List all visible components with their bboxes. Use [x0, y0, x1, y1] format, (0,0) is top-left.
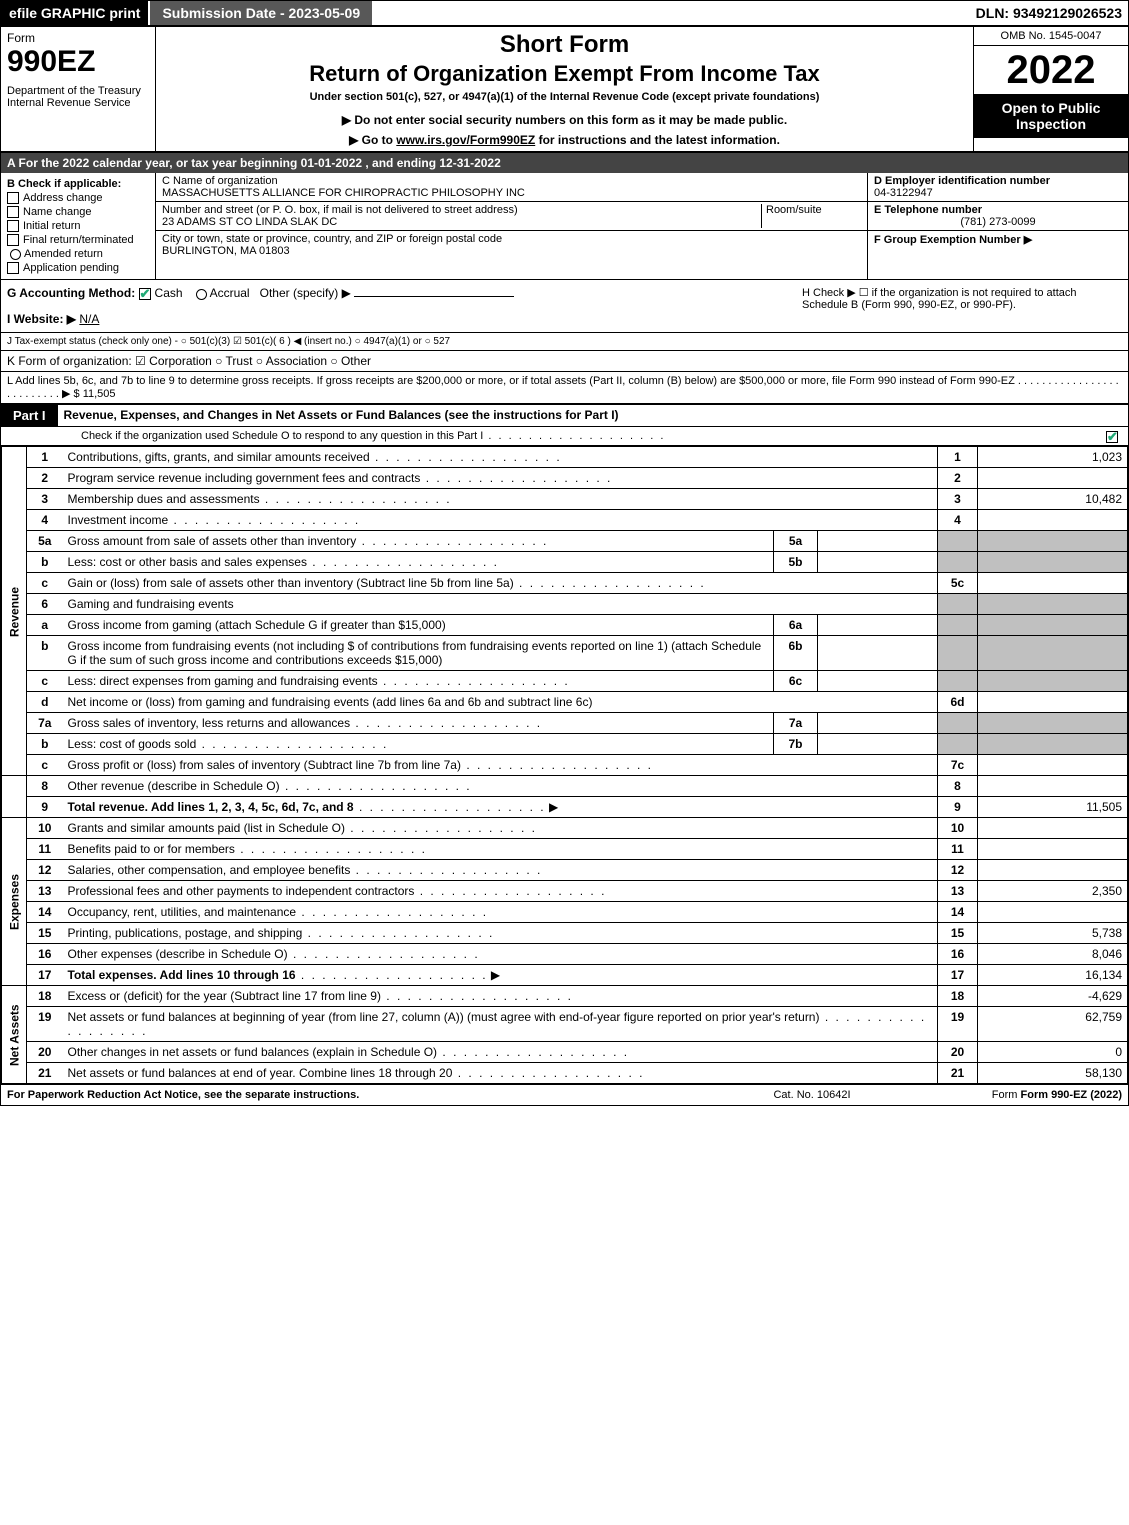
footer-pra: For Paperwork Reduction Act Notice, see …: [7, 1089, 682, 1101]
part-1-label: Part I: [1, 405, 58, 426]
amt-9: 11,505: [978, 797, 1128, 818]
cb-initial-return[interactable]: Initial return: [7, 220, 149, 232]
part-1-title: Revenue, Expenses, and Changes in Net As…: [58, 405, 1128, 426]
amt-4: [978, 510, 1128, 531]
amt-21: 58,130: [978, 1063, 1128, 1084]
header-right: OMB No. 1545-0047 2022 Open to Public In…: [973, 27, 1128, 151]
i-website-value: N/A: [79, 312, 99, 326]
cb-address-change[interactable]: Address change: [7, 192, 149, 204]
form-word: Form: [7, 31, 149, 45]
footer-cat: Cat. No. 10642I: [682, 1089, 942, 1101]
amt-2: [978, 468, 1128, 489]
amt-11: [978, 839, 1128, 860]
f-group-label: F Group Exemption Number ▶: [874, 233, 1122, 246]
h-check: H Check ▶ ☐ if the organization is not r…: [802, 286, 1122, 326]
c-room-label: Room/suite: [766, 204, 861, 216]
form-number: 990EZ: [7, 45, 149, 79]
efile-print-label[interactable]: efile GRAPHIC print: [1, 1, 148, 25]
row-j-tax-exempt: J Tax-exempt status (check only one) - ○…: [1, 333, 1128, 351]
header-center: Short Form Return of Organization Exempt…: [156, 27, 973, 151]
row-k-form-org: K Form of organization: ☑ Corporation ○ …: [1, 351, 1128, 372]
amt-7c: [978, 755, 1128, 776]
cb-final-return[interactable]: Final return/terminated: [7, 234, 149, 246]
cb-name-change[interactable]: Name change: [7, 206, 149, 218]
radio-accrual[interactable]: [196, 289, 207, 300]
amt-12: [978, 860, 1128, 881]
side-expenses: Expenses: [2, 818, 27, 986]
form-990ez-page: efile GRAPHIC print Submission Date - 20…: [0, 0, 1129, 1106]
short-form-title: Short Form: [166, 31, 963, 59]
tax-year: 2022: [974, 46, 1128, 94]
subtitle: Under section 501(c), 527, or 4947(a)(1)…: [166, 91, 963, 103]
other-specify-line[interactable]: [354, 296, 514, 297]
cb-schedule-o[interactable]: [1106, 431, 1118, 443]
header-left: Form 990EZ Department of the Treasury In…: [1, 27, 156, 151]
b-title: B Check if applicable:: [7, 178, 149, 190]
c-city-label: City or town, state or province, country…: [162, 233, 861, 245]
top-bar: efile GRAPHIC print Submission Date - 20…: [1, 1, 1128, 27]
amt-5c: [978, 573, 1128, 594]
d-ein-label: D Employer identification number: [874, 175, 1122, 187]
open-public-badge: Open to Public Inspection: [974, 94, 1128, 138]
amt-13: 2,350: [978, 881, 1128, 902]
cb-application-pending[interactable]: Application pending: [7, 262, 149, 274]
revenue-table: Revenue 1 Contributions, gifts, grants, …: [1, 446, 1128, 1084]
i-website-label: I Website: ▶: [7, 312, 76, 326]
form-header: Form 990EZ Department of the Treasury In…: [1, 27, 1128, 153]
amt-6d: [978, 692, 1128, 713]
irs-link[interactable]: www.irs.gov/Form990EZ: [396, 133, 535, 147]
e-phone-label: E Telephone number: [874, 204, 1122, 216]
cb-amended-return[interactable]: Amended return: [7, 248, 149, 260]
amt-18: -4,629: [978, 986, 1128, 1007]
part-1-check-line: Check if the organization used Schedule …: [1, 427, 1128, 446]
amt-1: 1,023: [978, 447, 1128, 468]
amt-14: [978, 902, 1128, 923]
page-footer: For Paperwork Reduction Act Notice, see …: [1, 1084, 1128, 1105]
amt-10: [978, 818, 1128, 839]
amt-8: [978, 776, 1128, 797]
submission-date: Submission Date - 2023-05-09: [150, 1, 372, 25]
amt-15: 5,738: [978, 923, 1128, 944]
row-l-gross-receipts: L Add lines 5b, 6c, and 7b to line 9 to …: [1, 372, 1128, 405]
c-addr-value: 23 ADAMS ST CO LINDA SLAK DC: [162, 216, 761, 228]
note-ssn: ▶ Do not enter social security numbers o…: [166, 113, 963, 127]
amt-17: 16,134: [978, 965, 1128, 986]
c-addr-label: Number and street (or P. O. box, if mail…: [162, 204, 761, 216]
note-link: ▶ Go to www.irs.gov/Form990EZ for instru…: [166, 133, 963, 147]
c-org-label: C Name of organization: [162, 175, 861, 187]
g-label: G Accounting Method:: [7, 286, 139, 300]
d-ein-value: 04-3122947: [874, 187, 1122, 199]
cb-cash[interactable]: [139, 288, 151, 300]
row-g-h: G Accounting Method: Cash Accrual Other …: [1, 280, 1128, 333]
omb-number: OMB No. 1545-0047: [974, 27, 1128, 46]
part-1-header: Part I Revenue, Expenses, and Changes in…: [1, 405, 1128, 427]
side-revenue: Revenue: [2, 447, 27, 776]
department-label: Department of the Treasury Internal Reve…: [7, 85, 149, 109]
section-b-c-d-e-f: B Check if applicable: Address change Na…: [1, 173, 1128, 280]
amt-19: 62,759: [978, 1007, 1128, 1042]
column-b-checkboxes: B Check if applicable: Address change Na…: [1, 173, 156, 279]
row-a-tax-year: A For the 2022 calendar year, or tax yea…: [1, 153, 1128, 173]
amt-3: 10,482: [978, 489, 1128, 510]
c-org-name: MASSACHUSETTS ALLIANCE FOR CHIROPRACTIC …: [162, 187, 861, 199]
g-accounting: G Accounting Method: Cash Accrual Other …: [7, 286, 802, 326]
note2-post: for instructions and the latest informat…: [535, 133, 780, 147]
footer-form: Form Form 990-EZ (2022): [942, 1089, 1122, 1101]
note2-pre: ▶ Go to: [349, 133, 396, 147]
side-net-assets: Net Assets: [2, 986, 27, 1084]
column-d-e-f: D Employer identification number 04-3122…: [868, 173, 1128, 279]
column-c-org-info: C Name of organization MASSACHUSETTS ALL…: [156, 173, 868, 279]
e-phone-value: (781) 273-0099: [874, 216, 1122, 228]
l-amount: 11,505: [83, 388, 116, 400]
amt-16: 8,046: [978, 944, 1128, 965]
c-city-value: BURLINGTON, MA 01803: [162, 245, 861, 257]
amt-20: 0: [978, 1042, 1128, 1063]
main-title: Return of Organization Exempt From Incom…: [166, 61, 963, 87]
dln-number: DLN: 93492129026523: [976, 5, 1128, 21]
